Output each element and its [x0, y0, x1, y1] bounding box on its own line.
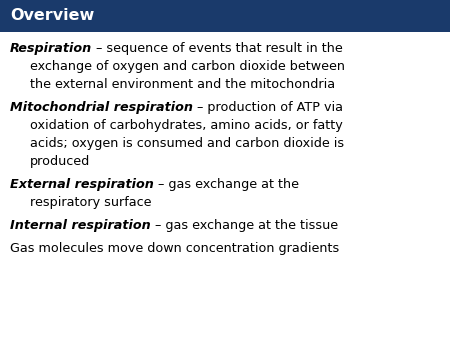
Text: respiratory surface: respiratory surface: [30, 196, 152, 209]
Text: produced: produced: [30, 155, 90, 168]
Text: Mitochondrial respiration: Mitochondrial respiration: [10, 101, 193, 114]
Bar: [0, 0, 450, 32]
Text: oxidation of carbohydrates, amino acids, or fatty: oxidation of carbohydrates, amino acids,…: [30, 119, 343, 132]
Text: – sequence of events that result in the: – sequence of events that result in the: [92, 42, 343, 55]
Text: the external environment and the mitochondria: the external environment and the mitocho…: [30, 78, 335, 91]
Text: – gas exchange at the tissue: – gas exchange at the tissue: [151, 219, 338, 232]
Text: – production of ATP via: – production of ATP via: [193, 101, 343, 114]
Text: Overview: Overview: [10, 8, 94, 24]
Text: Gas molecules move down concentration gradients: Gas molecules move down concentration gr…: [10, 242, 339, 255]
Text: exchange of oxygen and carbon dioxide between: exchange of oxygen and carbon dioxide be…: [30, 60, 345, 73]
Text: Internal respiration: Internal respiration: [10, 219, 151, 232]
Text: acids; oxygen is consumed and carbon dioxide is: acids; oxygen is consumed and carbon dio…: [30, 137, 344, 150]
Text: Respiration: Respiration: [10, 42, 92, 55]
Text: – gas exchange at the: – gas exchange at the: [154, 178, 299, 191]
Text: External respiration: External respiration: [10, 178, 154, 191]
